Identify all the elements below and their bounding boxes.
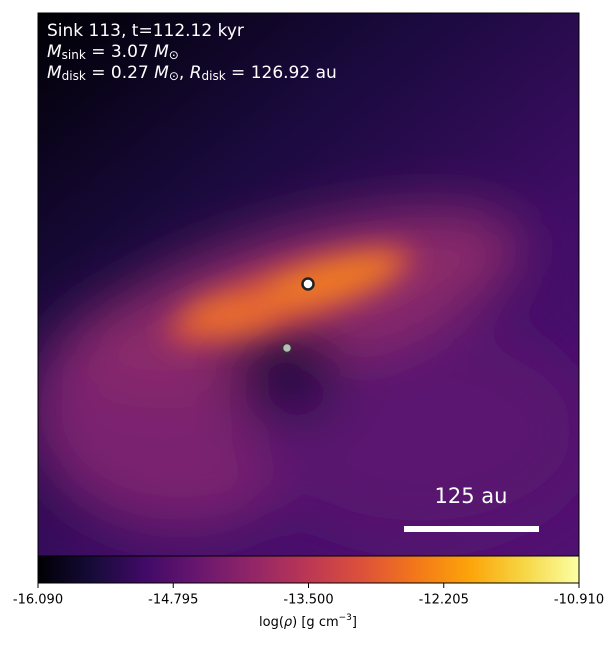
annotation-line: Sink 113, t=112.12 kyr	[47, 21, 244, 41]
density-map: 125 au	[38, 13, 579, 556]
annotation-part: = 0.27	[86, 63, 154, 83]
annotation-part: ,	[179, 63, 190, 83]
colorbar-label: log(ρ) [g cm−3]	[259, 613, 357, 630]
annotation-part: ⊙	[169, 48, 179, 62]
annotation-part: = 126.92 au	[226, 63, 337, 83]
colorbar-label-part: ) [g cm	[292, 615, 338, 630]
colorbar-label-part: ]	[352, 615, 357, 630]
annotation-part: M	[154, 63, 169, 83]
colorbar-label-part: −3	[339, 613, 352, 623]
annotation-part: R	[190, 63, 202, 83]
colorbar	[37, 555, 580, 584]
annotation-part: = 3.07	[86, 42, 154, 62]
colorbar-tick-label: -12.205	[419, 593, 469, 608]
colorbar-tick-label: -16.090	[13, 593, 63, 608]
annotation-part: Sink 113, t=112.12 kyr	[47, 21, 244, 41]
colorbar-label-part: ρ	[284, 615, 293, 630]
annotation-part: M	[154, 42, 169, 62]
colorbar-tick-label: -13.500	[283, 593, 333, 608]
annotation-part: ⊙	[169, 69, 179, 83]
companion-marker	[281, 342, 293, 354]
annotation-part: sink	[62, 48, 86, 62]
sink-marker	[301, 277, 315, 291]
annotation-part: M	[47, 42, 62, 62]
annotation-line: Mdisk = 0.27 M⊙, Rdisk = 126.92 au	[47, 63, 337, 83]
colorbar-tick-label: -14.795	[148, 593, 198, 608]
scalebar-label: 125 au	[435, 484, 508, 508]
colorbar-tick-label: -10.910	[554, 593, 604, 608]
annotation-part: disk	[202, 69, 226, 83]
annotation-part: disk	[62, 69, 86, 83]
colorbar-label-part: log(	[259, 615, 284, 630]
annotation-part: M	[47, 63, 62, 83]
annotation-line: Msink = 3.07 M⊙	[47, 42, 179, 62]
